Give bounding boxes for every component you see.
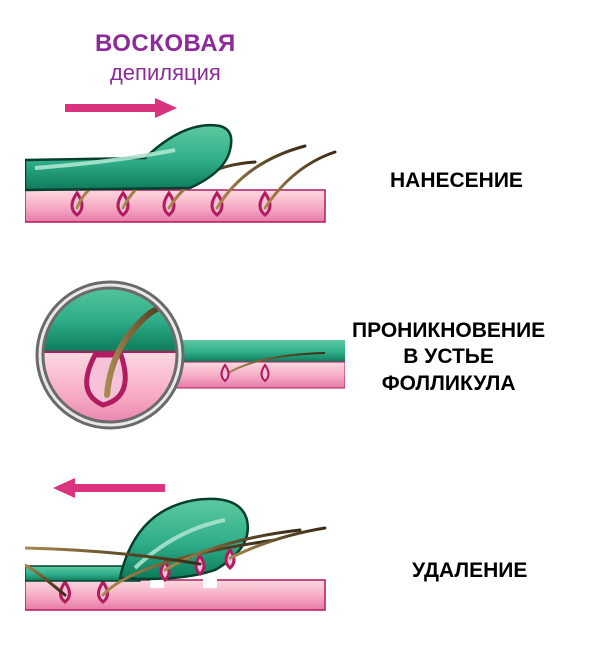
step2-illustration <box>25 275 345 435</box>
title-line1: ВОСКОВАЯ <box>95 30 236 58</box>
apply-arrow-icon <box>65 98 177 118</box>
step2-label-line1: ПРОНИКНОВЕНИЕ <box>352 319 545 342</box>
step2-label: ПРОНИКНОВЕНИЕ В УСТЬЕ ФОЛЛИКУЛА <box>352 318 545 397</box>
step1-illustration <box>25 90 345 240</box>
step1-label: НАНЕСЕНИЕ <box>390 168 523 194</box>
step3-label-line1: УДАЛЕНИЕ <box>412 559 527 582</box>
step3-label: УДАЛЕНИЕ <box>412 558 527 584</box>
step2-label-line2: В УСТЬЕ <box>403 345 494 368</box>
step2-label-line3: ФОЛЛИКУЛА <box>382 372 516 395</box>
remove-arrow-icon <box>53 478 165 498</box>
title-block: ВОСКОВАЯ депиляция <box>95 30 236 86</box>
step3-illustration <box>25 470 345 630</box>
title-line2: депиляция <box>95 60 236 86</box>
step1-label-line1: НАНЕСЕНИЕ <box>390 169 523 192</box>
